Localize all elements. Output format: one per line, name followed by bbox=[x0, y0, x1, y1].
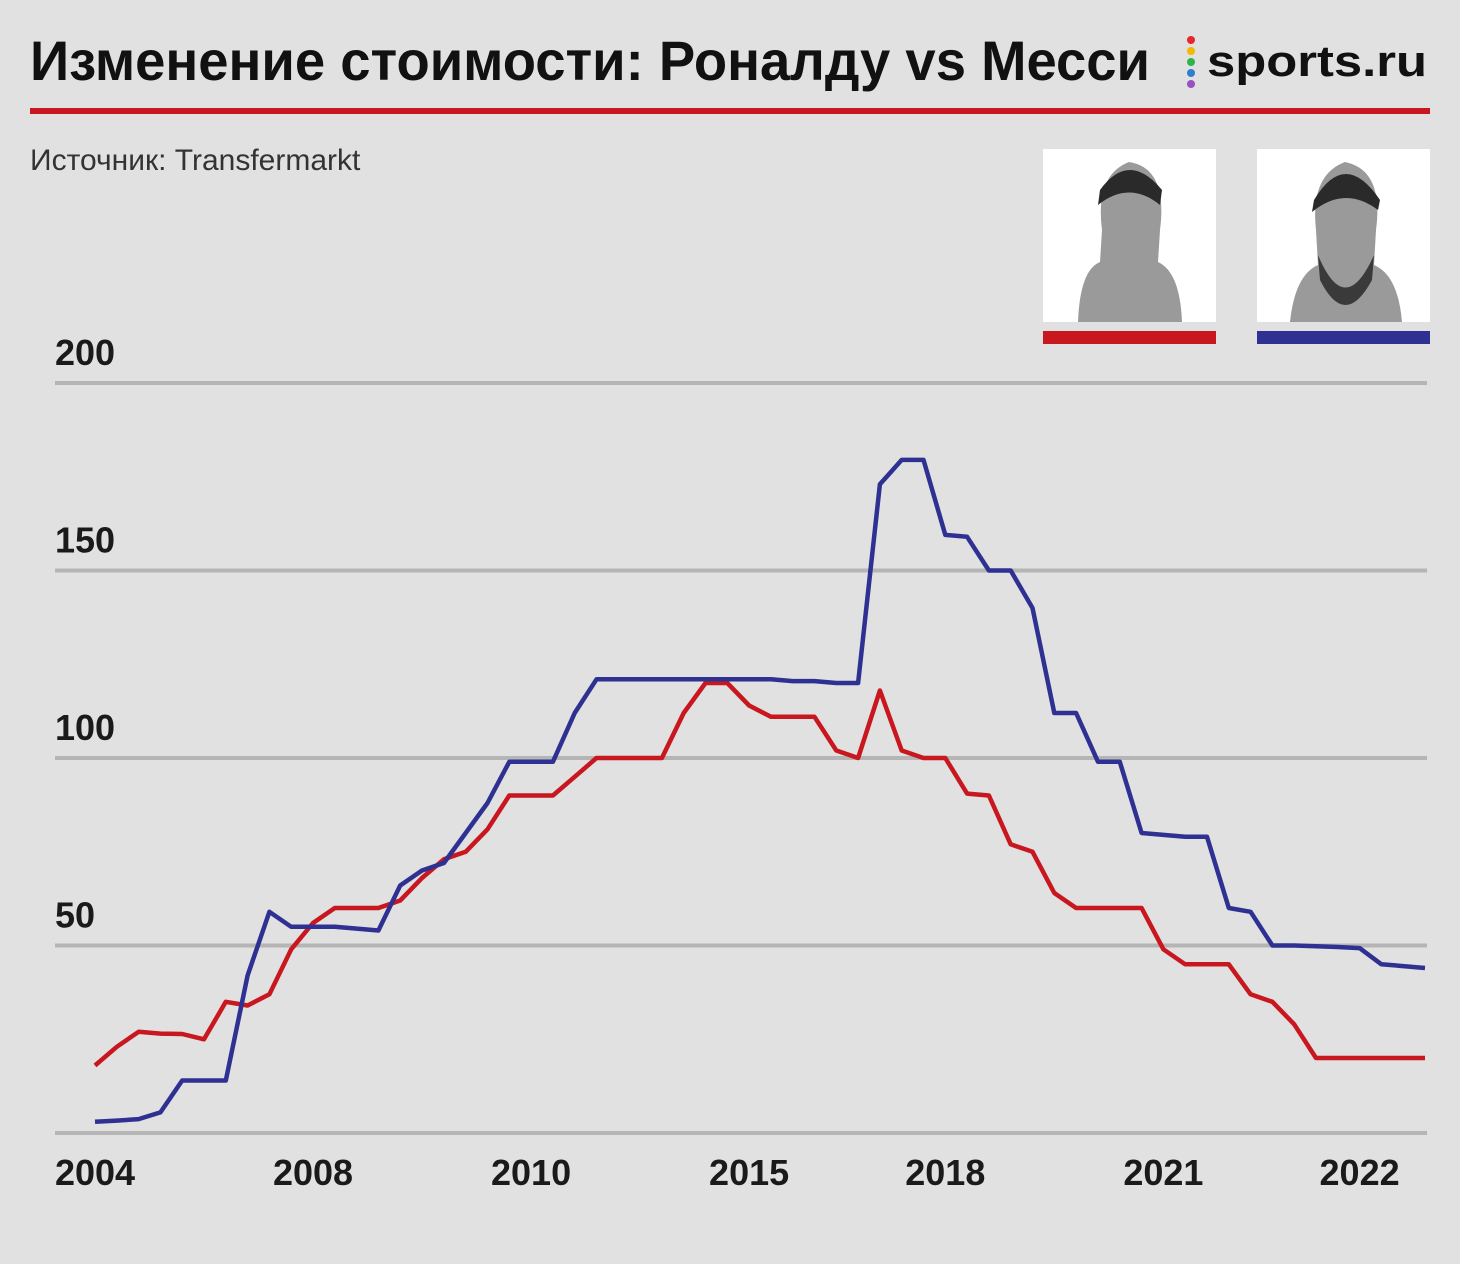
x-tick-label: 2015 bbox=[709, 1152, 789, 1193]
chart-title: Изменение стоимости: Роналду vs Месси bbox=[30, 29, 1150, 92]
y-tick-label: 200 bbox=[55, 332, 115, 373]
x-tick-label: 2022 bbox=[1320, 1152, 1400, 1193]
photo-messi bbox=[1257, 149, 1430, 344]
logo: sports.ru bbox=[1207, 37, 1427, 86]
x-tick-label: 2004 bbox=[55, 1152, 135, 1193]
x-tick-label: 2018 bbox=[905, 1152, 985, 1193]
series-line bbox=[94, 457, 1426, 1125]
x-tick-label: 2010 bbox=[491, 1152, 571, 1193]
title-rule bbox=[30, 108, 1430, 114]
series-line bbox=[93, 680, 1425, 1068]
photo-ronaldo bbox=[1043, 149, 1216, 344]
y-tick-label: 50 bbox=[55, 895, 95, 936]
x-tick-label: 2008 bbox=[273, 1152, 353, 1193]
source: Источник: Transfermarkt bbox=[30, 144, 361, 177]
x-tick-label: 2021 bbox=[1123, 1152, 1203, 1193]
legend-swatch bbox=[1043, 331, 1216, 344]
y-tick-label: 100 bbox=[55, 707, 115, 748]
legend-swatch bbox=[1257, 331, 1430, 344]
y-tick-label: 150 bbox=[55, 520, 115, 561]
logo-dots bbox=[1187, 36, 1195, 88]
